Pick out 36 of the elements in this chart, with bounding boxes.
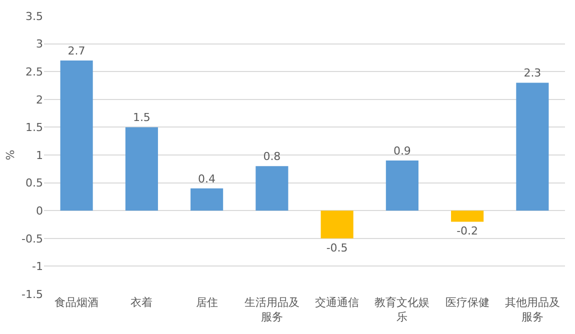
x-tick-label: 生活用品及服务: [244, 296, 300, 324]
y-tick-label: 3.5: [26, 10, 43, 23]
y-tick-label: -1: [32, 260, 43, 274]
x-tick-label: 食品烟酒: [54, 296, 99, 309]
bar: [386, 160, 418, 211]
data-label: 2.3: [524, 66, 542, 80]
y-tick-label: 0.5: [26, 176, 43, 190]
x-tick-label: 教育文化娱乐: [374, 296, 430, 324]
x-tick-label: 居住: [196, 296, 218, 309]
y-tick-label: 3: [36, 38, 43, 51]
x-tick-label: 其他用品及服务: [504, 296, 560, 324]
data-label: 2.7: [68, 44, 86, 58]
y-tick-label: 1.5: [26, 121, 43, 134]
bar: [125, 127, 158, 211]
y-tick-label: 2.5: [26, 65, 43, 78]
bar: [320, 210, 354, 238]
bar: [256, 166, 288, 211]
data-label: 1.5: [132, 111, 150, 124]
y-tick-label: -1.5: [22, 288, 43, 301]
x-tick-label: 衣着: [130, 296, 153, 309]
y-tick-label: 0: [36, 204, 43, 218]
y-tick-label: 2: [36, 93, 43, 106]
bar: [451, 210, 484, 222]
bar: [516, 82, 549, 211]
data-label: 0.4: [198, 172, 216, 186]
bar: [60, 60, 93, 211]
y-axis-title: %: [4, 150, 18, 160]
data-label: -0.2: [456, 224, 478, 238]
y-tick-label: 1: [36, 148, 43, 162]
data-label: 0.9: [393, 144, 411, 158]
data-label: -0.5: [326, 241, 348, 254]
bar: [190, 188, 224, 211]
x-tick-label: 交通通信: [315, 296, 360, 309]
x-tick-label: 医疗保健: [445, 296, 490, 309]
data-label: 0.8: [263, 150, 281, 164]
y-tick-label: -0.5: [22, 232, 43, 246]
